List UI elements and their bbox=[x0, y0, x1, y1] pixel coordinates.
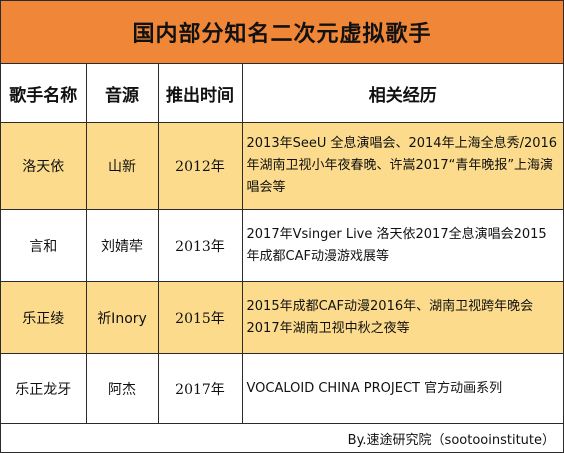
header-year: 推出时间 bbox=[157, 64, 243, 123]
table-row: 乐正绫 祈Inory 2015年 2015年成都CAF动漫2016年、湖南卫视跨… bbox=[1, 281, 563, 354]
cell-year: 2015年 bbox=[157, 281, 243, 354]
table-row: 洛天依 山新 2012年 2013年SeeU 全息演唱会、2014年上海全息秀/… bbox=[1, 122, 563, 210]
cell-experience: 2017年Vsinger Live 洛天依2017全息演唱会2015年成都CAF… bbox=[241, 209, 563, 282]
page-title: 国内部分知名二次元虚拟歌手 bbox=[132, 22, 432, 47]
cell-voice: 祈Inory bbox=[85, 281, 159, 354]
header-name: 歌手名称 bbox=[1, 64, 87, 123]
source-credit-text: By.速途研究院（sootooinstitute） bbox=[347, 432, 555, 448]
cell-year: 2012年 bbox=[157, 122, 243, 210]
cell-name: 乐正龙牙 bbox=[1, 353, 87, 424]
cell-name: 洛天依 bbox=[1, 122, 87, 210]
cell-year: 2017年 bbox=[157, 353, 243, 424]
cell-voice: 刘婧荦 bbox=[85, 209, 159, 282]
cell-name: 乐正绫 bbox=[1, 281, 87, 354]
cell-year: 2013年 bbox=[157, 209, 243, 282]
cell-voice: 山新 bbox=[85, 122, 159, 210]
table-row: 乐正龙牙 阿杰 2017年 VOCALOID CHINA PROJECT 官方动… bbox=[1, 353, 563, 424]
singer-table: 歌手名称 音源 推出时间 相关经历 洛天依 山新 2012年 2013年SeeU… bbox=[1, 64, 563, 424]
source-credit: By.速途研究院（sootooinstitute） bbox=[1, 423, 563, 452]
cell-name: 言和 bbox=[1, 209, 87, 282]
cell-voice: 阿杰 bbox=[85, 353, 159, 424]
table-row: 言和 刘婧荦 2013年 2017年Vsinger Live 洛天依2017全息… bbox=[1, 209, 563, 282]
header-experience: 相关经历 bbox=[241, 64, 563, 123]
header-row: 歌手名称 音源 推出时间 相关经历 bbox=[1, 64, 563, 123]
title-bar: 国内部分知名二次元虚拟歌手 bbox=[1, 1, 563, 64]
cell-experience: VOCALOID CHINA PROJECT 官方动画系列 bbox=[241, 353, 563, 424]
cell-experience: 2013年SeeU 全息演唱会、2014年上海全息秀/2016年湖南卫视小年夜春… bbox=[241, 122, 563, 210]
cell-experience: 2015年成都CAF动漫2016年、湖南卫视跨年晚会2017年湖南卫视中秋之夜等 bbox=[241, 281, 563, 354]
header-voice: 音源 bbox=[85, 64, 159, 123]
